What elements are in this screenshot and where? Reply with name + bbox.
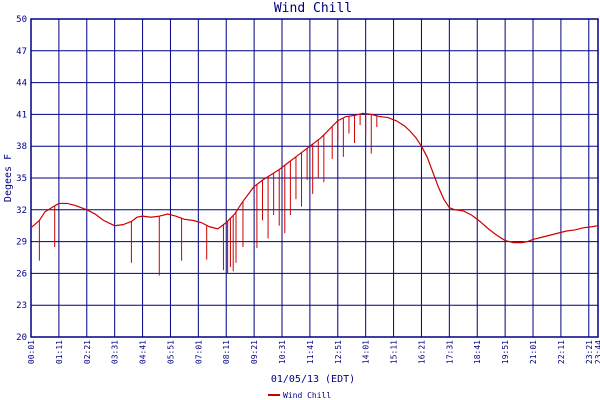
- x-tick-label: 23:21: [585, 340, 594, 364]
- y-tick-label: 38: [16, 142, 27, 152]
- legend: Wind Chill: [268, 391, 331, 400]
- x-tick-label: 21:01: [529, 340, 538, 364]
- x-tick-label: 02:21: [83, 340, 92, 364]
- x-tick-label: 15:11: [390, 340, 399, 364]
- y-tick-label: 29: [16, 238, 27, 248]
- y-tick-labels: 20 23 26 29 32 35 38 41 44 47 50: [16, 15, 27, 343]
- x-tick-label: 14:01: [362, 340, 371, 364]
- x-tick-label: 16:21: [417, 340, 426, 364]
- x-tick-labels: 00:01 01:11 02:21 03:31 04:41 05:51 07:01 08:11…: [27, 340, 600, 364]
- y-tick-label: 20: [16, 333, 27, 343]
- y-axis-label: Degees F: [3, 154, 14, 202]
- y-tick-label: 50: [16, 15, 27, 25]
- y-tick-label: 23: [16, 301, 27, 311]
- x-tick-label: 05:51: [166, 340, 175, 364]
- x-tick-label: 00:01: [27, 340, 36, 364]
- plot-area: [30, 18, 599, 338]
- x-tick-label: 09:21: [250, 340, 259, 364]
- x-tick-label: 08:11: [222, 340, 231, 364]
- x-tick-label: 11:41: [306, 340, 315, 364]
- y-tick-label: 44: [16, 79, 27, 89]
- x-tick-label: 18:41: [473, 340, 482, 364]
- x-tick-label: 04:41: [139, 340, 148, 364]
- x-tick-label: 03:31: [111, 340, 120, 364]
- y-tick-label: 26: [16, 269, 27, 279]
- plot-frame: [30, 18, 599, 338]
- x-tick-label: 07:01: [194, 340, 203, 364]
- y-tick-label: 32: [16, 206, 27, 216]
- x-tick-label: 01:11: [55, 340, 64, 364]
- x-tick-label: 17:31: [445, 340, 454, 364]
- legend-label: Wind Chill: [283, 391, 331, 400]
- x-axis-label: 01/05/13 (EDT): [271, 374, 355, 385]
- y-tick-label: 41: [16, 110, 27, 120]
- y-tick-label: 47: [16, 47, 27, 57]
- x-tick-label: 23:44: [594, 340, 600, 364]
- x-tick-label: 19:51: [501, 340, 510, 364]
- x-tick-label: 12:51: [334, 340, 343, 364]
- x-tick-label: 10:31: [278, 340, 287, 364]
- chart-title: Wind Chill: [274, 1, 352, 16]
- x-tick-label: 22:11: [557, 340, 566, 364]
- y-tick-label: 35: [16, 174, 27, 184]
- series-layer: [30, 112, 599, 276]
